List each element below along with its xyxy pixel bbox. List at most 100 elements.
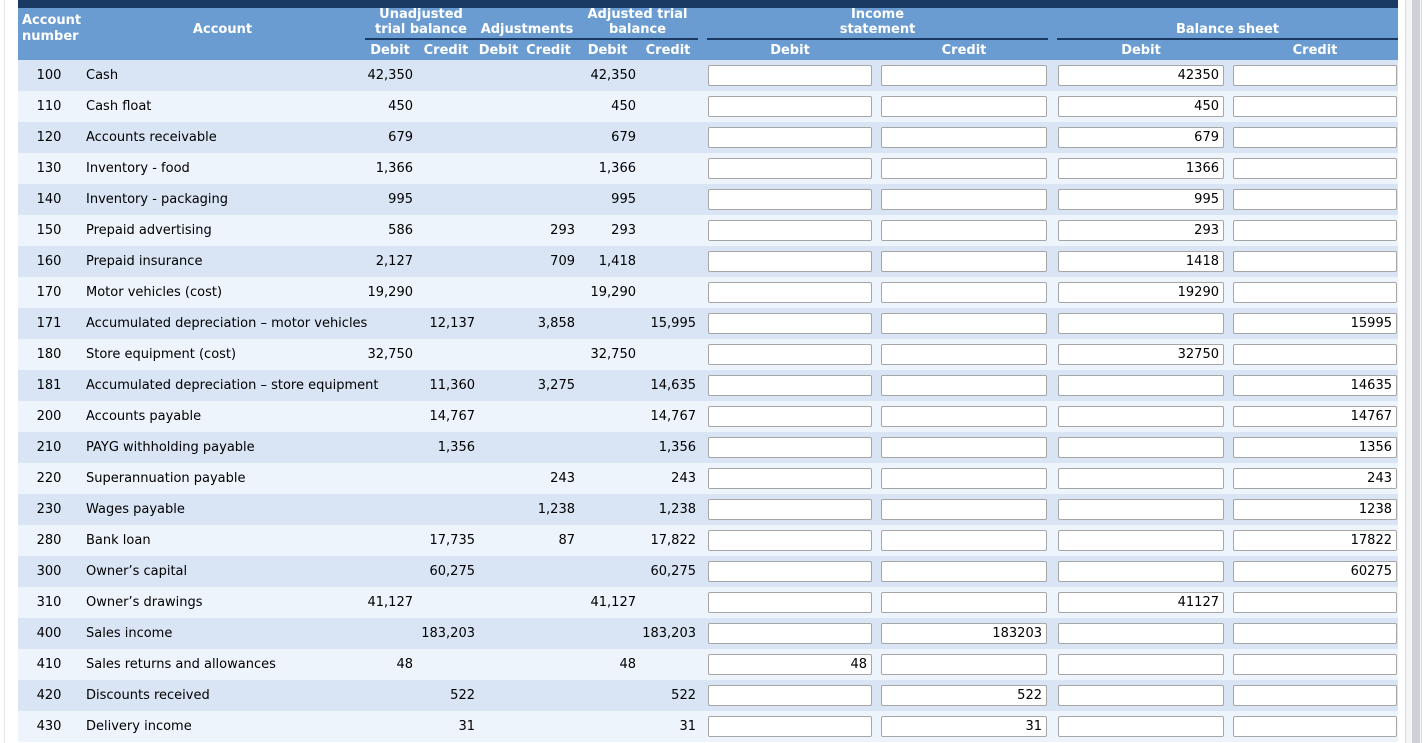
balance-sheet-credit-input[interactable] bbox=[1233, 530, 1397, 551]
income-statement-credit-input[interactable] bbox=[881, 561, 1047, 582]
income-statement-debit-input[interactable] bbox=[708, 344, 872, 365]
income-statement-credit-input[interactable] bbox=[881, 654, 1047, 675]
income-statement-debit-input[interactable] bbox=[708, 313, 872, 334]
balance-sheet-debit-input[interactable] bbox=[1058, 716, 1224, 737]
balance-sheet-debit-input[interactable] bbox=[1058, 220, 1224, 241]
balance-sheet-credit-input[interactable] bbox=[1233, 499, 1397, 520]
balance-sheet-credit-input[interactable] bbox=[1233, 468, 1397, 489]
account-name-cell: Cash bbox=[86, 68, 119, 83]
balance-sheet-debit-input[interactable] bbox=[1058, 654, 1224, 675]
vertical-scrollbar[interactable] bbox=[1405, 0, 1422, 743]
income-statement-credit-input[interactable] bbox=[881, 344, 1047, 365]
income-statement-credit-input[interactable] bbox=[881, 437, 1047, 458]
group-header-balance-sheet-label: Balance sheet bbox=[1175, 22, 1280, 37]
income-statement-credit-input[interactable] bbox=[881, 189, 1047, 210]
income-statement-debit-input[interactable] bbox=[708, 158, 872, 179]
balance-sheet-credit-input[interactable] bbox=[1233, 592, 1397, 613]
account-number-cell: 400 bbox=[36, 626, 62, 641]
balance-sheet-debit-input[interactable] bbox=[1058, 437, 1224, 458]
income-statement-debit-input[interactable] bbox=[708, 499, 872, 520]
income-statement-credit-input[interactable] bbox=[881, 158, 1047, 179]
balance-sheet-debit-input[interactable] bbox=[1058, 623, 1224, 644]
group-header-income-statement: Income statement bbox=[707, 7, 1048, 40]
balance-sheet-debit-input[interactable] bbox=[1058, 344, 1224, 365]
scrollbar-thumb[interactable] bbox=[1412, 0, 1420, 743]
balance-sheet-credit-input[interactable] bbox=[1233, 220, 1397, 241]
balance-sheet-debit-input[interactable] bbox=[1058, 96, 1224, 117]
balance-sheet-credit-input[interactable] bbox=[1233, 561, 1397, 582]
income-statement-debit-input[interactable] bbox=[708, 468, 872, 489]
balance-sheet-credit-input[interactable] bbox=[1233, 716, 1397, 737]
income-statement-credit-input[interactable] bbox=[881, 96, 1047, 117]
balance-sheet-debit-input[interactable] bbox=[1058, 189, 1224, 210]
income-statement-credit-input[interactable] bbox=[881, 375, 1047, 396]
income-statement-credit-input[interactable] bbox=[881, 406, 1047, 427]
income-statement-credit-input[interactable] bbox=[881, 530, 1047, 551]
income-statement-debit-input[interactable] bbox=[708, 251, 872, 272]
sub-header-utb-debit: Debit bbox=[370, 42, 410, 58]
account-name-cell: Prepaid advertising bbox=[86, 223, 212, 238]
income-statement-debit-input[interactable] bbox=[708, 623, 872, 644]
balance-sheet-credit-input[interactable] bbox=[1233, 623, 1397, 644]
balance-sheet-debit-input[interactable] bbox=[1058, 65, 1224, 86]
balance-sheet-credit-input[interactable] bbox=[1233, 685, 1397, 706]
income-statement-debit-input[interactable] bbox=[708, 406, 872, 427]
balance-sheet-debit-input[interactable] bbox=[1058, 561, 1224, 582]
income-statement-debit-input[interactable] bbox=[708, 437, 872, 458]
balance-sheet-debit-input[interactable] bbox=[1058, 313, 1224, 334]
balance-sheet-debit-input[interactable] bbox=[1058, 530, 1224, 551]
balance-sheet-debit-input[interactable] bbox=[1058, 282, 1224, 303]
balance-sheet-debit-input[interactable] bbox=[1058, 251, 1224, 272]
income-statement-debit-input[interactable] bbox=[708, 685, 872, 706]
balance-sheet-credit-input[interactable] bbox=[1233, 437, 1397, 458]
income-statement-credit-input[interactable] bbox=[881, 685, 1047, 706]
income-statement-debit-input[interactable] bbox=[708, 716, 872, 737]
balance-sheet-debit-input[interactable] bbox=[1058, 375, 1224, 396]
income-statement-credit-input[interactable] bbox=[881, 313, 1047, 334]
income-statement-credit-input[interactable] bbox=[881, 220, 1047, 241]
income-statement-debit-input[interactable] bbox=[708, 220, 872, 241]
balance-sheet-debit-input[interactable] bbox=[1058, 468, 1224, 489]
account-number-cell: 280 bbox=[36, 533, 62, 548]
balance-sheet-debit-input[interactable] bbox=[1058, 406, 1224, 427]
balance-sheet-debit-input[interactable] bbox=[1058, 685, 1224, 706]
income-statement-credit-input[interactable] bbox=[881, 468, 1047, 489]
balance-sheet-debit-input[interactable] bbox=[1058, 499, 1224, 520]
balance-sheet-credit-input[interactable] bbox=[1233, 654, 1397, 675]
income-statement-debit-input[interactable] bbox=[708, 592, 872, 613]
income-statement-credit-input[interactable] bbox=[881, 592, 1047, 613]
balance-sheet-debit-input[interactable] bbox=[1058, 158, 1224, 179]
balance-sheet-credit-input[interactable] bbox=[1233, 282, 1397, 303]
balance-sheet-credit-input[interactable] bbox=[1233, 189, 1397, 210]
income-statement-debit-input[interactable] bbox=[708, 65, 872, 86]
income-statement-debit-input[interactable] bbox=[708, 127, 872, 148]
income-statement-credit-input[interactable] bbox=[881, 65, 1047, 86]
income-statement-debit-input[interactable] bbox=[708, 654, 872, 675]
income-statement-debit-input[interactable] bbox=[708, 530, 872, 551]
balance-sheet-credit-input[interactable] bbox=[1233, 251, 1397, 272]
account-number-cell: 130 bbox=[36, 161, 62, 176]
income-statement-credit-input[interactable] bbox=[881, 499, 1047, 520]
balance-sheet-credit-input[interactable] bbox=[1233, 96, 1397, 117]
balance-sheet-credit-input[interactable] bbox=[1233, 158, 1397, 179]
income-statement-credit-input[interactable] bbox=[881, 251, 1047, 272]
balance-sheet-credit-input[interactable] bbox=[1233, 375, 1397, 396]
income-statement-credit-input[interactable] bbox=[881, 127, 1047, 148]
balance-sheet-credit-input[interactable] bbox=[1233, 313, 1397, 334]
income-statement-debit-input[interactable] bbox=[708, 375, 872, 396]
income-statement-debit-input[interactable] bbox=[708, 189, 872, 210]
balance-sheet-credit-input[interactable] bbox=[1233, 65, 1397, 86]
utb-credit-cell: 183,203 bbox=[421, 626, 475, 641]
income-statement-debit-input[interactable] bbox=[708, 96, 872, 117]
balance-sheet-credit-input[interactable] bbox=[1233, 406, 1397, 427]
income-statement-credit-input[interactable] bbox=[881, 282, 1047, 303]
income-statement-debit-input[interactable] bbox=[708, 561, 872, 582]
balance-sheet-credit-input[interactable] bbox=[1233, 344, 1397, 365]
income-statement-credit-input[interactable] bbox=[881, 623, 1047, 644]
income-statement-credit-input[interactable] bbox=[881, 716, 1047, 737]
balance-sheet-credit-input[interactable] bbox=[1233, 127, 1397, 148]
income-statement-debit-input[interactable] bbox=[708, 282, 872, 303]
balance-sheet-debit-input[interactable] bbox=[1058, 127, 1224, 148]
balance-sheet-debit-input[interactable] bbox=[1058, 592, 1224, 613]
account-name-cell: Delivery income bbox=[86, 719, 192, 734]
